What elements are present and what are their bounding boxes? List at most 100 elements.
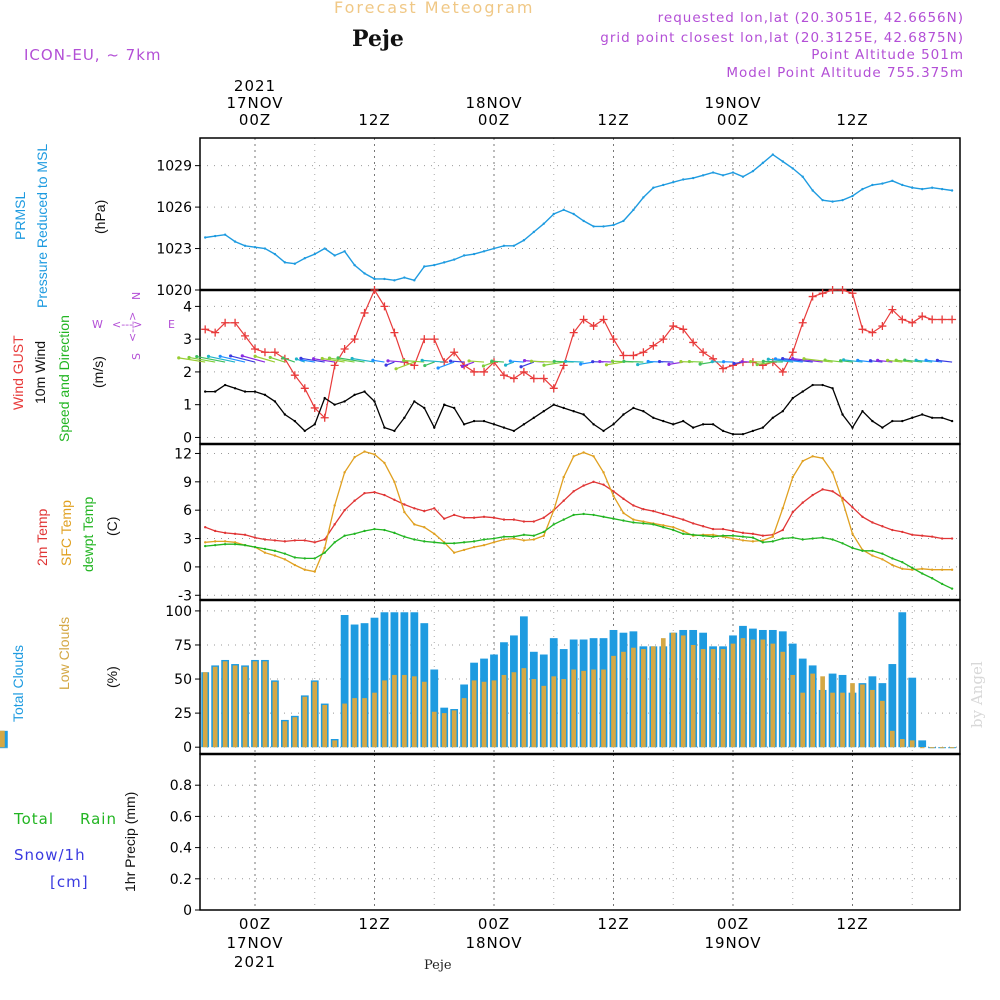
total-cloud-bar — [380, 612, 389, 748]
wind-direction-arrow — [689, 360, 704, 363]
dewpt-point — [562, 518, 565, 521]
x-tick-hour-top: 00Z — [239, 111, 271, 129]
t2m-point — [801, 501, 804, 504]
wind-point — [423, 406, 426, 410]
wind-direction-arrow — [531, 360, 554, 363]
wind-point — [433, 426, 436, 429]
gust-point — [539, 374, 548, 383]
wind-point — [791, 396, 794, 400]
panel-frame — [199, 137, 961, 291]
prmsl-point — [950, 189, 954, 192]
gust-point — [719, 364, 728, 373]
t2m-point — [821, 488, 824, 491]
wind-direction-arrow — [623, 360, 644, 363]
sfc-temp-point — [413, 523, 416, 526]
wind-point — [771, 416, 775, 419]
wind-direction-arrow — [352, 357, 375, 363]
wind-point — [542, 410, 545, 413]
prmsl-point — [741, 175, 745, 178]
gust-point — [320, 413, 329, 422]
prmsl-point — [851, 194, 854, 198]
dewpt-point — [373, 527, 376, 531]
wind-arrow-head — [327, 356, 332, 360]
t2m-point — [373, 491, 376, 494]
wind-arrow-head — [481, 364, 486, 368]
dewpt-point — [891, 557, 894, 560]
t2m-point — [423, 509, 426, 513]
wind-point — [213, 390, 217, 393]
prmsl-point — [363, 272, 366, 275]
wind-arrow-head — [732, 361, 736, 366]
model-altitude: Model Point Altitude 755.375m — [726, 65, 964, 81]
t2m-point — [343, 508, 346, 512]
low-cloud-bar — [481, 681, 487, 748]
wind-arrow-head — [579, 362, 583, 366]
dewpt-point — [682, 532, 685, 536]
t2m-point — [592, 480, 595, 484]
wind-point — [373, 400, 376, 403]
dewpt-point — [293, 556, 297, 559]
x-tick-date-top: 18NOV — [465, 94, 522, 112]
prmsl-point — [502, 244, 506, 247]
gust-line — [205, 288, 953, 420]
low-cloud-bar — [949, 747, 955, 749]
dewpt-point — [940, 582, 944, 586]
t2m-point — [233, 532, 237, 536]
low-cloud-bar — [262, 661, 268, 748]
wind-point — [204, 390, 207, 393]
prmsl-point — [801, 175, 804, 178]
wind-arrow-head — [781, 356, 785, 361]
wind-point — [472, 419, 476, 423]
wind-arrow-head — [522, 359, 527, 363]
wind-direction-arrow — [937, 359, 953, 363]
prmsl-point — [293, 262, 297, 265]
wind-point — [950, 419, 954, 423]
x-tick-hour-bottom: 00Z — [239, 915, 271, 933]
sfc-temp-point — [612, 494, 615, 498]
wind-point — [293, 419, 297, 423]
prmsl-point — [632, 208, 635, 212]
sfc-temp-point — [532, 538, 536, 541]
wind-direction-arrow — [775, 358, 803, 363]
wind-arrow-head — [773, 357, 778, 361]
wind-arrow-head — [195, 354, 199, 359]
y-tick-label: 0.6 — [170, 809, 192, 825]
prmsl-point — [701, 174, 705, 177]
wind-arrow-head — [529, 359, 534, 363]
t2m-point — [472, 516, 476, 519]
prmsl-point — [811, 189, 814, 192]
wind-point — [303, 429, 306, 433]
wind-point — [841, 413, 844, 416]
wind-point — [691, 426, 695, 429]
wind-arrow-head — [519, 365, 523, 369]
sfc-temp-point — [791, 475, 794, 479]
wind-point — [642, 410, 645, 413]
prmsl-point — [672, 181, 675, 184]
gust-point — [519, 367, 528, 376]
dewpt-point — [223, 543, 227, 546]
gust-point — [241, 331, 250, 340]
prmsl-point — [383, 277, 386, 281]
wind-point — [652, 416, 655, 419]
wind-arrow-head — [766, 357, 770, 361]
sfc-temp-point — [761, 539, 765, 542]
gust-point — [858, 325, 867, 334]
dewpt-point — [701, 534, 705, 537]
wind-direction-arrow — [270, 356, 286, 363]
t2m-point — [313, 541, 316, 544]
prmsl-point — [462, 254, 466, 257]
prmsl-point — [243, 244, 247, 247]
prmsl-point — [642, 196, 645, 199]
wind-arrow-head — [294, 357, 299, 361]
low-cloud-bar — [601, 669, 606, 748]
wind-direction-arrow — [178, 357, 206, 363]
low-cloud-bar — [342, 703, 347, 748]
low-cloud-bar — [402, 674, 407, 748]
wind-point — [512, 429, 516, 433]
y-tick-label: 100 — [165, 604, 192, 620]
wind-point — [492, 423, 496, 426]
low-cloud-bar — [421, 681, 427, 748]
dewpt-point — [721, 534, 725, 537]
dewpt-point — [413, 538, 416, 541]
t2m-point — [452, 513, 456, 517]
